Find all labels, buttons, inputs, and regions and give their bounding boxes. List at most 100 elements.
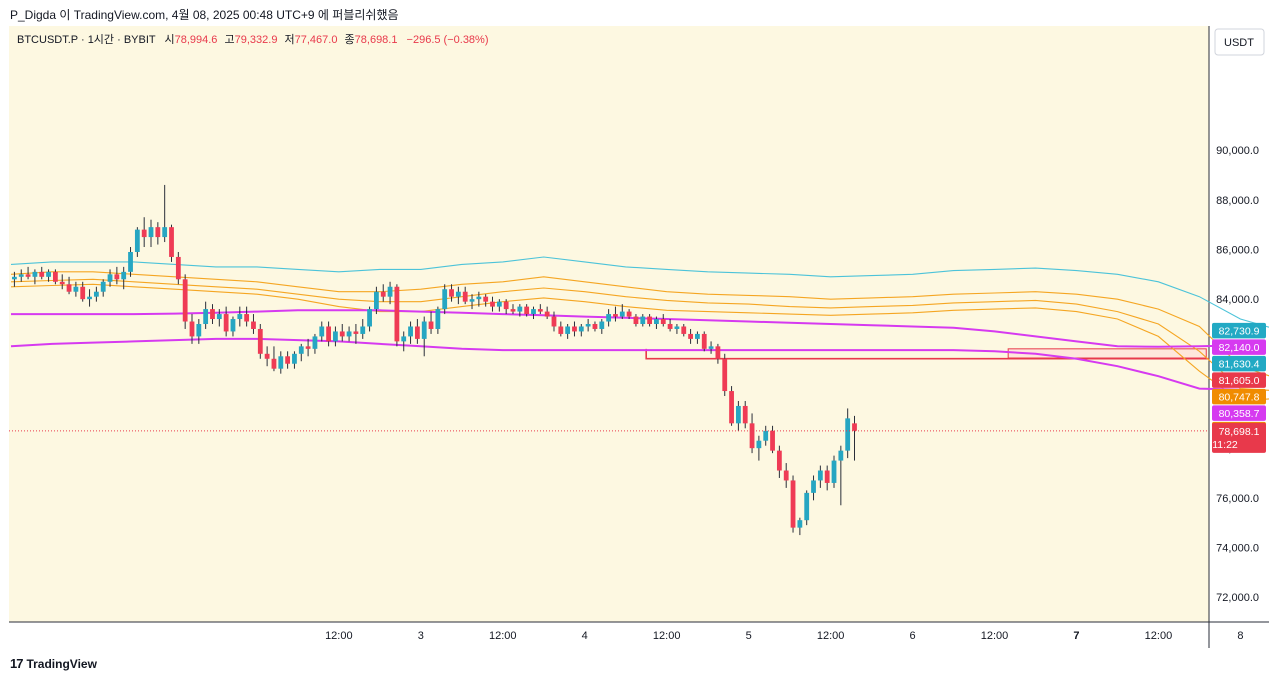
- candle-down[interactable]: [742, 400, 748, 429]
- candle-down[interactable]: [39, 266, 45, 280]
- candle-up[interactable]: [565, 324, 571, 339]
- candle-up[interactable]: [346, 326, 352, 342]
- candle-up[interactable]: [408, 321, 413, 344]
- price-badge[interactable]: 81,630.4: [1212, 355, 1266, 372]
- candle-up[interactable]: [674, 324, 680, 334]
- candle-up[interactable]: [654, 316, 659, 329]
- candle-up[interactable]: [708, 341, 714, 354]
- candle-down[interactable]: [681, 324, 687, 337]
- candle-down[interactable]: [729, 386, 734, 426]
- candle-up[interactable]: [845, 408, 851, 459]
- candle-down[interactable]: [339, 324, 345, 342]
- candle-down[interactable]: [353, 324, 359, 344]
- candle-up[interactable]: [531, 306, 536, 320]
- candle-up[interactable]: [599, 319, 605, 334]
- candle-down[interactable]: [790, 475, 796, 533]
- candle-up[interactable]: [797, 517, 803, 536]
- last-price-badge[interactable]: 78,698.111:22: [1212, 422, 1266, 453]
- candle-up[interactable]: [619, 304, 625, 320]
- candle-up[interactable]: [292, 351, 297, 369]
- candle-up[interactable]: [100, 279, 106, 297]
- candle-down[interactable]: [715, 343, 721, 364]
- candle-down[interactable]: [251, 314, 256, 334]
- candle-up[interactable]: [763, 425, 769, 446]
- candle-down[interactable]: [271, 346, 277, 372]
- candle-down[interactable]: [169, 224, 174, 262]
- candle-up[interactable]: [162, 184, 168, 243]
- candle-down[interactable]: [394, 284, 400, 347]
- candle-down[interactable]: [551, 311, 557, 332]
- candle-up[interactable]: [148, 219, 154, 248]
- candle-down[interactable]: [305, 338, 311, 357]
- candle-down[interactable]: [264, 346, 270, 367]
- candle-down[interactable]: [783, 463, 789, 488]
- candle-down[interactable]: [660, 314, 666, 327]
- candle-down[interactable]: [776, 445, 782, 478]
- candle-down[interactable]: [722, 353, 728, 397]
- candle-up[interactable]: [134, 227, 140, 257]
- candle-down[interactable]: [490, 296, 495, 312]
- candle-down[interactable]: [189, 314, 195, 344]
- candle-down[interactable]: [852, 415, 857, 461]
- candle-up[interactable]: [46, 269, 51, 282]
- candle-down[interactable]: [483, 294, 489, 307]
- candle-up[interactable]: [319, 321, 325, 342]
- price-badge[interactable]: 80,747.8: [1212, 388, 1266, 405]
- candle-up[interactable]: [367, 306, 372, 332]
- symbol-legend[interactable]: BTCUSDT.P · 1시간 · BYBIT 시78,994.6 고79,33…: [17, 33, 489, 46]
- candle-up[interactable]: [831, 455, 837, 488]
- candle-down[interactable]: [503, 299, 509, 315]
- candle-down[interactable]: [462, 286, 468, 305]
- candle-up[interactable]: [811, 475, 816, 501]
- candle-up[interactable]: [838, 445, 844, 506]
- candle-down[interactable]: [141, 217, 147, 248]
- candle-up[interactable]: [312, 333, 318, 354]
- currency-button[interactable]: [1214, 28, 1265, 56]
- price-badge[interactable]: 82,140.0: [1212, 339, 1266, 355]
- candle-up[interactable]: [640, 314, 646, 327]
- candle-up[interactable]: [469, 294, 475, 310]
- candle-down[interactable]: [613, 306, 618, 322]
- candle-down[interactable]: [380, 284, 386, 302]
- candle-up[interactable]: [817, 465, 823, 488]
- candle-up[interactable]: [93, 286, 99, 302]
- candle-down[interactable]: [285, 351, 291, 369]
- candle-up[interactable]: [216, 309, 222, 327]
- candle-up[interactable]: [578, 324, 584, 337]
- candle-up[interactable]: [203, 301, 209, 329]
- candle-up[interactable]: [298, 343, 304, 362]
- candle-down[interactable]: [223, 306, 229, 337]
- price-chart[interactable]: 72,000.074,000.076,000.078,000.080,000.0…: [9, 26, 1280, 648]
- candle-up[interactable]: [476, 291, 482, 307]
- candle-up[interactable]: [18, 269, 24, 282]
- candle-up[interactable]: [333, 326, 338, 347]
- candle-down[interactable]: [182, 274, 188, 329]
- candle-up[interactable]: [421, 316, 427, 357]
- candle-up[interactable]: [695, 331, 700, 344]
- candle-down[interactable]: [667, 319, 673, 332]
- candle-down[interactable]: [175, 251, 181, 285]
- candle-up[interactable]: [360, 319, 366, 339]
- candle-up[interactable]: [387, 281, 393, 305]
- candle-up[interactable]: [585, 319, 591, 332]
- candle-down[interactable]: [414, 319, 420, 344]
- candle-up[interactable]: [237, 306, 243, 327]
- candle-up[interactable]: [87, 289, 92, 307]
- candle-up[interactable]: [606, 309, 612, 327]
- candle-up[interactable]: [517, 304, 523, 317]
- candle-up[interactable]: [278, 351, 284, 374]
- candle-down[interactable]: [52, 269, 58, 285]
- candle-down[interactable]: [524, 304, 530, 317]
- candle-down[interactable]: [544, 306, 550, 320]
- candle-down[interactable]: [210, 304, 215, 324]
- candle-down[interactable]: [824, 465, 830, 491]
- candle-up[interactable]: [756, 435, 762, 461]
- candle-down[interactable]: [749, 413, 755, 454]
- candle-up[interactable]: [73, 281, 79, 297]
- candle-up[interactable]: [12, 271, 17, 287]
- time-scale-area[interactable]: [9, 622, 1269, 648]
- candle-down[interactable]: [244, 306, 250, 327]
- candle-up[interactable]: [32, 269, 38, 285]
- candle-up[interactable]: [230, 316, 236, 337]
- candle-up[interactable]: [401, 331, 407, 352]
